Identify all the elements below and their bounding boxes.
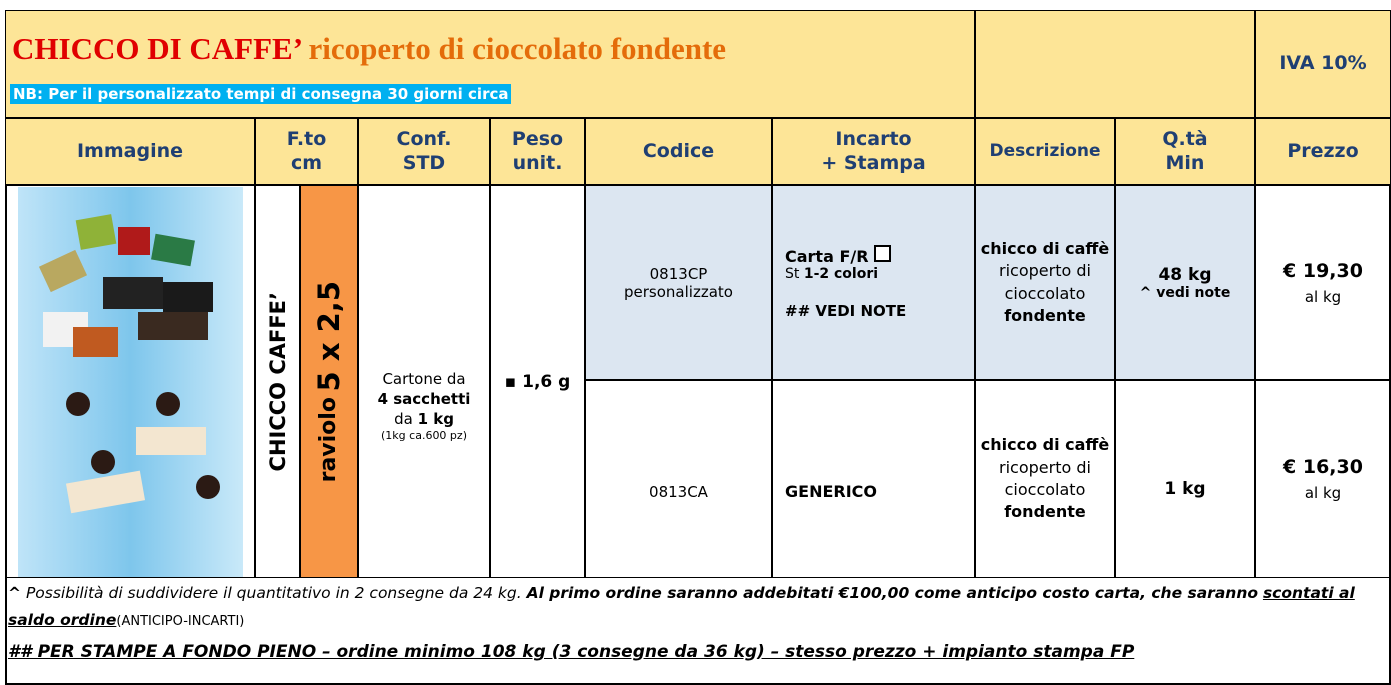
code-note: personalizzato xyxy=(624,282,733,301)
col-text: Codice xyxy=(642,139,715,162)
weight: ▪ 1,6 g xyxy=(504,371,571,392)
col-text: Conf. STD xyxy=(396,127,452,174)
packaging-line: da 1 kg xyxy=(394,409,454,429)
title: CHICCO DI CAFFE’ xyxy=(12,31,301,66)
notes: ^ Possibilità di suddividere il quantita… xyxy=(8,580,1386,666)
checkbox xyxy=(874,245,892,262)
description-part: ricoperto di cioccolato xyxy=(999,457,1091,499)
min-qty-cell: 1 kg xyxy=(1115,380,1255,578)
description-part: chicco di caffè xyxy=(980,238,1110,258)
note-part: scontati al saldo ordine xyxy=(8,584,1355,629)
description-part: fondente xyxy=(1004,502,1086,522)
description-cell: chicco di caffè ricoperto di cioccolato … xyxy=(975,185,1115,380)
wrapping-text: Carta F/R xyxy=(785,247,869,266)
wrapping-cell: GENERICO xyxy=(772,380,975,578)
vat: IVA 10% xyxy=(1255,10,1391,118)
format-size: 5 x 2,5 xyxy=(312,280,346,392)
col-header: Peso unit. xyxy=(490,118,585,185)
title-line: CHICCO DI CAFFE’ ricoperto di cioccolato… xyxy=(12,31,726,67)
col-header: Descrizione xyxy=(975,118,1115,185)
packaging-line: 4 sacchetti xyxy=(377,389,471,408)
col-text: Prezzo xyxy=(1287,139,1359,162)
price-cell: € 16,30 al kg xyxy=(1255,380,1391,578)
price-unit: al kg xyxy=(1304,287,1342,306)
packaging-text: da xyxy=(394,410,413,429)
wrapping-line: St 1-2 colori xyxy=(785,266,878,282)
col-text: F.to cm xyxy=(286,127,327,174)
min-qty-cell: 48 kg ^ vedi note xyxy=(1115,185,1255,380)
packaging-text: 1 kg xyxy=(417,410,454,429)
col-header: Conf. STD xyxy=(358,118,490,185)
min-qty-note: ^ vedi note xyxy=(1139,284,1231,301)
note-part: Al primo ordine saranno addebitati €100,… xyxy=(526,584,1258,602)
min-qty: 48 kg xyxy=(1158,264,1212,285)
note-part: ^ xyxy=(8,584,21,602)
code: 0813CA xyxy=(649,482,708,501)
col-text: Q.tà Min xyxy=(1162,127,1208,174)
product-name-cell: CHICCO CAFFE’ xyxy=(255,185,300,578)
weight-cell: ▪ 1,6 g xyxy=(490,185,585,578)
code: 0813CP xyxy=(649,264,708,283)
col-header: Immagine xyxy=(5,118,255,185)
code-cell: 0813CP personalizzato xyxy=(585,185,772,380)
image-cell xyxy=(5,185,255,578)
wrapping-line: ## VEDI NOTE xyxy=(785,302,907,320)
col-header: Incarto + Stampa xyxy=(772,118,975,185)
col-text: Peso unit. xyxy=(511,127,564,174)
packaging-line: (1kg ca.600 pz) xyxy=(381,429,467,443)
col-header: F.to cm xyxy=(255,118,358,185)
wrapping-cell: Carta F/R St 1-2 colori ## VEDI NOTE xyxy=(772,185,975,380)
price: € 16,30 xyxy=(1283,456,1363,478)
note-line: ## PER STAMPE A FONDO PIENO – ordine min… xyxy=(8,642,1135,662)
wrapping-line: Carta F/R xyxy=(785,245,892,266)
weight-text: 1,6 g xyxy=(522,371,571,392)
description-part: ricoperto di cioccolato xyxy=(999,261,1091,303)
note-line: ^ Possibilità di suddividere il quantita… xyxy=(8,580,1386,635)
col-header: Prezzo xyxy=(1255,118,1391,185)
product-image xyxy=(17,186,243,577)
col-header: Codice xyxy=(585,118,772,185)
description-cell: chicco di caffè ricoperto di cioccolato … xyxy=(975,380,1115,578)
col-text: Descrizione xyxy=(989,140,1101,161)
min-qty: 1 kg xyxy=(1164,479,1206,499)
price: € 19,30 xyxy=(1283,259,1363,282)
code-cell: 0813CA xyxy=(585,380,772,578)
wrapping-line: GENERICO xyxy=(785,482,877,501)
title-cell: CHICCO DI CAFFE’ ricoperto di cioccolato… xyxy=(5,10,975,118)
note: NB: Per il personalizzato tempi di conse… xyxy=(10,84,512,104)
price-cell: € 19,30 al kg xyxy=(1255,185,1391,380)
vat-text: IVA 10% xyxy=(1279,52,1367,75)
col-text: Immagine xyxy=(76,139,183,162)
format-cell: raviolo 5 x 2,5 xyxy=(300,185,358,578)
format: raviolo 5 x 2,5 xyxy=(312,281,346,482)
packaging-line: Cartone da xyxy=(382,369,466,388)
packaging-cell: Cartone da 4 sacchetti da 1 kg (1kg ca.6… xyxy=(358,185,490,578)
price-unit: al kg xyxy=(1304,484,1342,502)
col-text: Incarto + Stampa xyxy=(821,127,926,174)
empty-cell xyxy=(975,10,1255,118)
description-part: fondente xyxy=(1004,305,1086,325)
product-name: CHICCO CAFFE’ xyxy=(265,291,290,472)
subtitle: ricoperto di cioccolato fondente xyxy=(308,31,727,66)
col-header: Q.tà Min xyxy=(1115,118,1255,185)
wrapping-text: St xyxy=(785,266,800,282)
description-part: chicco di caffè xyxy=(980,435,1110,455)
note-part: (ANTICIPO-INCARTI) xyxy=(116,614,245,629)
note-part: Possibilità di suddividere il quantitati… xyxy=(25,584,522,602)
format-label: raviolo xyxy=(316,396,341,483)
wrapping-text: 1-2 colori xyxy=(803,266,879,282)
